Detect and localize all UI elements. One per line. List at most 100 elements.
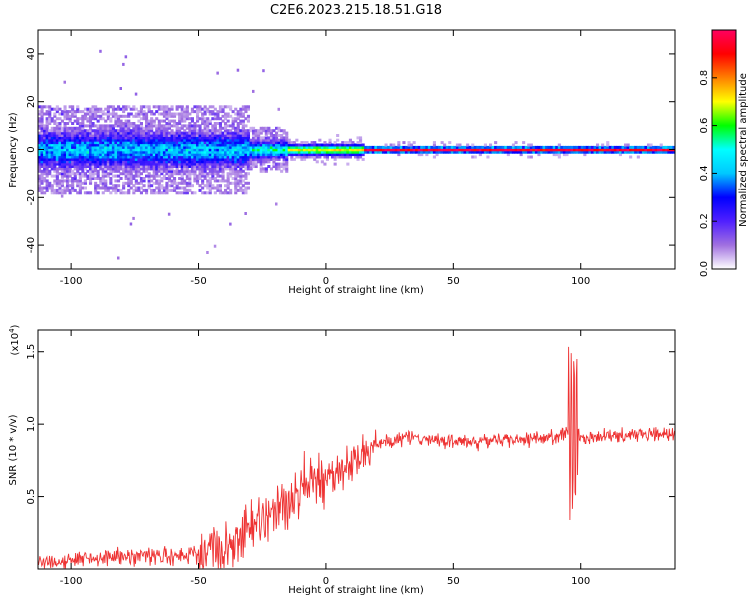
spectrogram-cell [170,155,174,159]
spectrogram-cell [48,110,52,114]
spectrogram-cell [122,107,126,111]
spectrogram-cell [45,184,49,188]
spectrogram-cell [101,126,105,130]
spectrogram-cell [160,155,164,159]
spectrogram-cell [275,153,279,157]
spectrogram-cell [224,157,228,161]
spectrogram-cell [496,145,500,149]
spectrogram-cell [150,160,154,164]
spectrogram-cell [71,148,75,152]
spectrogram-cell [165,112,169,116]
spectrogram-cell [170,141,174,145]
spectrogram-cell [226,157,230,161]
spectrogram-cell [188,172,192,176]
spectrogram-cell [272,150,276,154]
spectrogram-cell [180,143,184,147]
spectrogram-cell [208,188,212,192]
spectrogram-cell [252,145,256,149]
spectrogram-cell [249,150,253,154]
spectrogram-cell [145,122,149,125]
spectrogram-cell [211,177,215,180]
spectrogram-cell [63,107,67,111]
spectrogram-cell [73,177,77,180]
spectrogram-cell [221,136,225,140]
spectrogram-cell [157,119,161,123]
spectrogram-cell [226,134,230,137]
spectrogram-cell [147,145,151,149]
spectrogram-cell [313,153,317,157]
spectrogram-cell [109,160,113,164]
spectrogram-cell [106,160,110,164]
spectrogram-cell [180,177,184,180]
spectrogram-cell [338,155,342,159]
spectrogram-cell [178,155,182,159]
spectrogram-cell [94,172,98,176]
spectrogram-cell [104,138,108,142]
spectrogram-cell [43,186,47,190]
spectrogram-cell [91,165,95,168]
spectrogram-cell [196,119,200,123]
spectrogram-cell [529,150,533,154]
spectrogram-cell [440,148,444,152]
spectrogram-cell [48,122,52,125]
spectrogram-cell [218,160,222,164]
spectrogram-cell [193,148,197,152]
spectrogram-cell [241,107,245,111]
spectrogram-cell [101,157,105,161]
spectrogram-cell [178,191,182,195]
spectrogram-cell [86,150,90,154]
spectrogram-cell [114,145,118,149]
spectrogram-cell [109,177,113,180]
spectrogram-cell [211,165,215,168]
spectrogram-cell [68,191,72,195]
spectrogram-cell [333,148,337,152]
spectrogram-cell [119,177,123,180]
spectrogram-cell [60,126,64,130]
spectrogram-cell [167,174,171,178]
spectrogram-cell [45,138,49,142]
spectrogram-cell [53,141,57,145]
spectrogram-cell [183,162,187,166]
spectrogram-cell [180,114,184,118]
spectrogram-cell [226,141,230,145]
spectrogram-cell [221,114,225,118]
spectrogram-cell [246,143,250,147]
spectrogram-cell [165,160,169,164]
spectrogram-cell [193,162,197,166]
spectrogram-cell [262,129,266,133]
spectrogram-cell [145,136,149,140]
spectrogram-cell [588,148,592,152]
spectrogram-cell [89,143,93,147]
spectrogram-cell [252,89,255,93]
spectrogram-cell [198,107,202,111]
spectrogram-cell [83,143,87,147]
spectrogram-cell [137,126,141,130]
spectrogram-cell [415,148,419,152]
spectrogram-cell [198,177,202,180]
spectrogram-cell [231,110,235,114]
spectrogram-cell [91,138,95,142]
spectrogram-cell [269,145,273,149]
spectrogram-cell [338,150,342,154]
spectrogram-cell [94,145,98,149]
spectrogram-cell [89,167,93,171]
spectrogram-cell [208,112,212,116]
spectrogram-cell [282,153,286,157]
spectrogram-cell [310,148,314,152]
colorbar-tick-label: 0.2 [699,213,710,229]
spectrogram-cell [89,119,93,123]
spectrogram-cell [585,145,589,149]
spectrogram-cell [277,165,281,168]
spectrogram-cell [173,124,177,128]
spectrogram-cell [55,155,59,159]
spectrogram-cell [91,122,95,125]
spectrogram-cell [150,191,154,195]
spectrogram-cell [346,145,350,149]
spectrogram-cell [109,141,113,145]
spectrogram-cell [124,126,128,130]
spectrogram-cell [155,179,159,183]
spectrogram-cell [443,148,447,152]
spectrogram-cell [142,131,146,135]
spectrogram-cell [616,145,620,149]
spectrogram-cell [127,157,131,161]
